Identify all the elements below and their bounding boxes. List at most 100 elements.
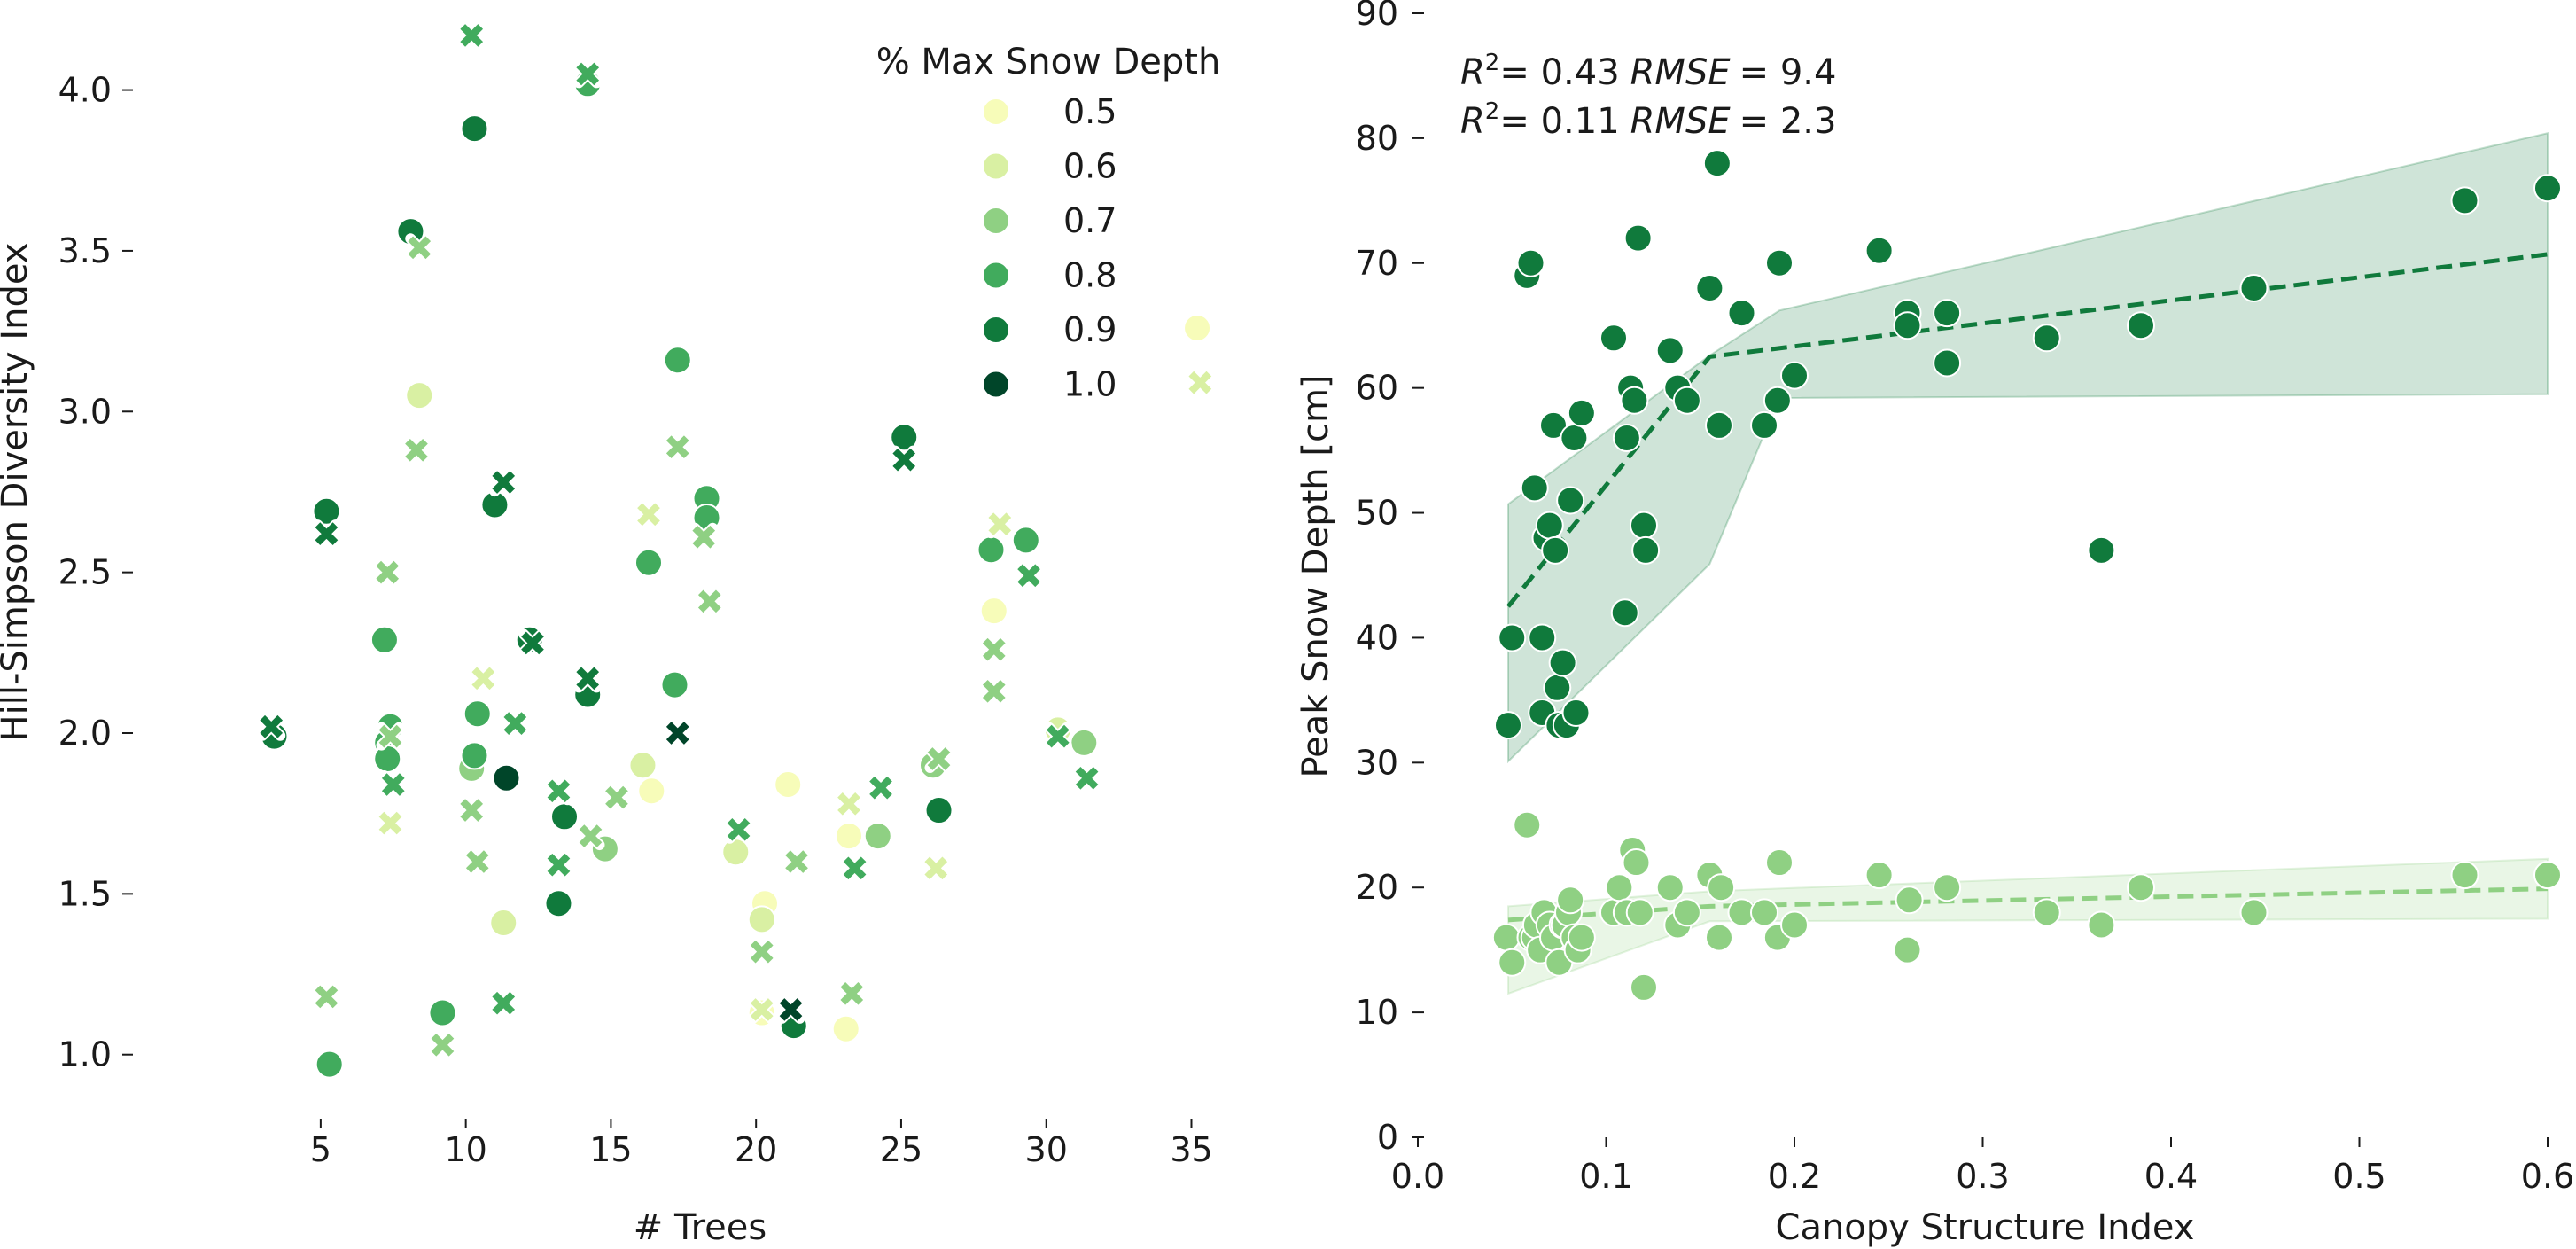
data-point-circle bbox=[405, 381, 434, 410]
data-point-circle bbox=[1727, 299, 1756, 328]
data-point-circle bbox=[1625, 898, 1654, 927]
cross-mark bbox=[727, 817, 751, 841]
legend-item: 0.7 bbox=[982, 201, 1117, 240]
data-point-cross bbox=[634, 500, 663, 529]
confidence-band bbox=[1507, 131, 2549, 764]
data-point-circle bbox=[2533, 861, 2562, 890]
y-tick-label: 10 bbox=[1356, 993, 1398, 1032]
data-point-circle bbox=[1561, 698, 1591, 727]
data-point-circle bbox=[1516, 248, 1545, 277]
x-tick-label: 0.0 bbox=[1391, 1157, 1444, 1196]
x-tick-label: 35 bbox=[1170, 1130, 1212, 1169]
data-point-cross bbox=[747, 995, 776, 1024]
data-point-circle bbox=[1707, 873, 1736, 902]
data-point-cross bbox=[457, 20, 486, 50]
data-point-cross bbox=[776, 995, 805, 1024]
cross-mark bbox=[665, 722, 689, 745]
data-point-circle bbox=[1494, 711, 1522, 740]
data-point-cross bbox=[1072, 763, 1101, 792]
x-tick-label: 0.1 bbox=[1579, 1157, 1632, 1196]
y-tick-label: 1.0 bbox=[58, 1035, 112, 1074]
data-point-circle bbox=[1933, 873, 1962, 902]
cross-mark bbox=[381, 773, 405, 796]
data-point-circle bbox=[1605, 873, 1634, 902]
cross-mark bbox=[521, 631, 544, 655]
y-tick-label: 20 bbox=[1356, 868, 1398, 907]
data-point-circle bbox=[1528, 623, 1557, 652]
trend-line bbox=[1507, 886, 2549, 923]
data-point-circle bbox=[1567, 923, 1596, 952]
data-point-cross bbox=[979, 635, 1008, 664]
data-point-cross bbox=[312, 519, 341, 549]
data-point-circle bbox=[1560, 424, 1589, 453]
cross-mark bbox=[460, 799, 484, 822]
data-point-circle bbox=[550, 802, 580, 831]
data-point-cross bbox=[890, 445, 919, 474]
data-point-circle bbox=[460, 114, 489, 144]
data-point-circle bbox=[1070, 728, 1099, 757]
cross-mark bbox=[378, 724, 402, 748]
data-point-circle bbox=[1567, 398, 1596, 427]
data-point-circle bbox=[1655, 336, 1685, 365]
cross-mark bbox=[779, 998, 803, 1021]
data-point-circle bbox=[1556, 886, 1585, 915]
x-tick-label: 5 bbox=[310, 1130, 331, 1169]
legend: % Max Snow Depth 0.5 0.6 0.7 0.8 0.9 1.0 bbox=[876, 42, 1221, 404]
data-point-circle bbox=[1695, 273, 1724, 302]
data-point-cross bbox=[695, 587, 724, 616]
data-point-circle bbox=[428, 998, 457, 1027]
left-data-points bbox=[257, 20, 1215, 1079]
x-tick-label: 0.2 bbox=[1768, 1157, 1821, 1196]
left-scatter-panel: 5 10 15 20 25 30 35 1.0 1.5 2.0 2.5 3.0 3.5 4.0 # Tre… bbox=[0, 20, 1221, 1248]
trend-lines bbox=[1506, 252, 2549, 923]
data-point-cross bbox=[401, 435, 431, 464]
confidence-bands bbox=[1507, 131, 2549, 995]
data-point-circle bbox=[977, 535, 1006, 565]
data-point-cross bbox=[376, 722, 405, 751]
data-point-cross bbox=[1043, 722, 1072, 751]
data-point-cross bbox=[544, 777, 573, 806]
cross-mark bbox=[376, 560, 400, 584]
data-point-cross bbox=[457, 796, 486, 825]
y-tick-label: 3.5 bbox=[58, 231, 112, 270]
data-point-circle bbox=[2127, 311, 2155, 340]
y-tick-label: 70 bbox=[1356, 244, 1398, 283]
data-point-circle bbox=[2239, 898, 2269, 927]
data-point-cross bbox=[518, 628, 547, 658]
data-point-cross bbox=[405, 233, 434, 262]
legend-marker bbox=[982, 316, 1010, 344]
cross-mark bbox=[750, 940, 774, 964]
cross-mark bbox=[605, 785, 628, 809]
y-tick-label: 30 bbox=[1356, 743, 1398, 782]
data-point-circle bbox=[1630, 511, 1658, 540]
data-point-circle bbox=[2087, 535, 2116, 565]
data-point-circle bbox=[1620, 386, 1649, 415]
data-point-circle bbox=[1183, 313, 1212, 342]
data-point-cross bbox=[922, 854, 951, 883]
data-point-cross bbox=[840, 854, 869, 883]
data-point-circle bbox=[1780, 910, 1809, 940]
data-point-cross bbox=[489, 468, 518, 497]
cross-mark bbox=[315, 985, 339, 1009]
data-point-circle bbox=[747, 905, 776, 934]
left-axis-ticks: 5 10 15 20 25 30 35 1.0 1.5 2.0 2.5 3.0 3.5 4.0 bbox=[58, 71, 1213, 1169]
cross-mark bbox=[843, 856, 867, 880]
data-point-circle bbox=[774, 770, 803, 800]
cross-mark bbox=[837, 792, 860, 816]
data-point-cross bbox=[469, 664, 498, 693]
data-point-circle bbox=[2032, 324, 2061, 353]
legend-label: 0.8 bbox=[1063, 256, 1117, 295]
legend-item: 1.0 bbox=[982, 365, 1117, 404]
data-point-circle bbox=[924, 796, 953, 825]
data-point-cross bbox=[867, 773, 896, 802]
stat-annotation-dark: R2= 0.43 RMSE = 9.4 bbox=[1460, 50, 1836, 93]
cross-mark bbox=[408, 236, 432, 260]
data-point-circle bbox=[1750, 410, 1778, 440]
data-point-circle bbox=[1610, 598, 1639, 628]
cross-mark bbox=[547, 853, 571, 877]
data-point-circle bbox=[1599, 324, 1628, 353]
data-point-circle bbox=[1933, 299, 1962, 328]
data-point-circle bbox=[315, 1050, 344, 1079]
cross-mark bbox=[460, 24, 484, 47]
data-point-cross bbox=[602, 783, 631, 812]
